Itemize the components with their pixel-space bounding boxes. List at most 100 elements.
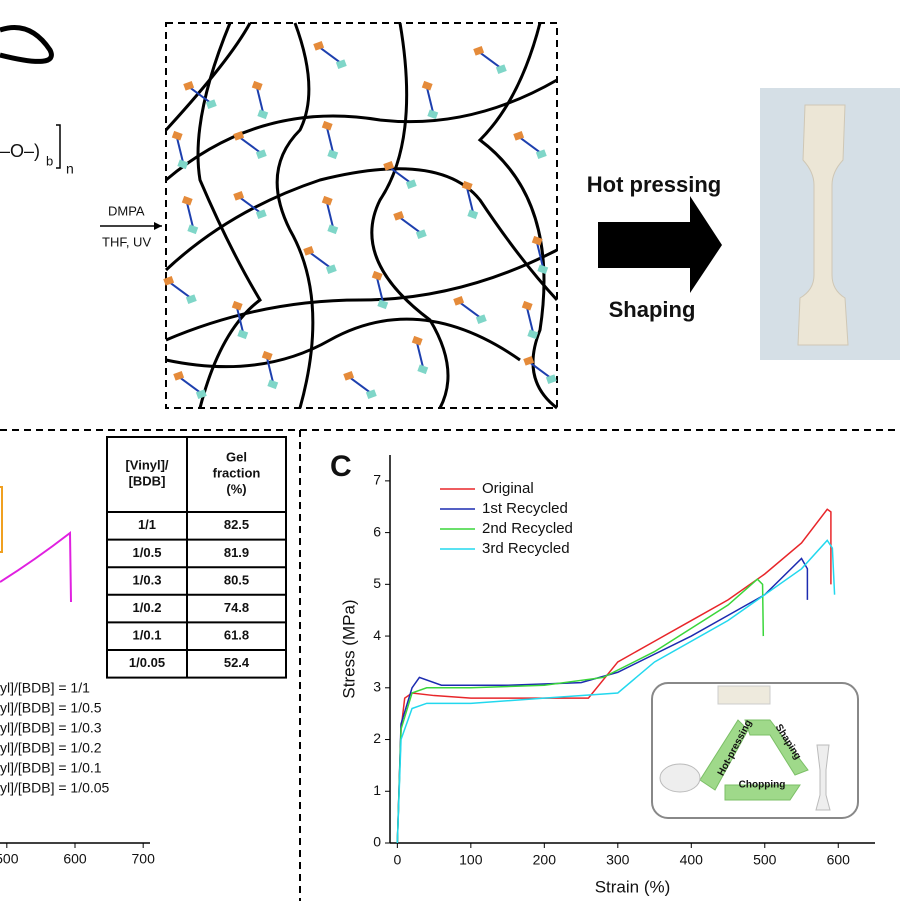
linker <box>525 305 535 335</box>
formula-subscript: b <box>46 153 53 168</box>
table-cell: 1/1 <box>138 517 156 532</box>
linker-end <box>251 80 263 91</box>
chain <box>196 22 262 409</box>
y-tick-label: 7 <box>373 472 381 488</box>
table: [Vinyl]/[BDB] Gel fraction (%) 1/1 82.5 1/0.5 8… <box>106 436 287 679</box>
table-cell: 1/0.5 <box>133 545 162 560</box>
linker-end <box>163 275 175 286</box>
linker <box>237 195 263 215</box>
legend-label: yl]/[BDB] = 1/0.05 <box>0 780 110 796</box>
chain <box>165 78 558 182</box>
linker <box>187 85 213 105</box>
legend-label: 3rd Recycled <box>482 540 570 557</box>
x-tick-label: 600 <box>827 852 851 868</box>
linker-end <box>173 370 185 381</box>
y-tick-label: 1 <box>373 782 381 798</box>
linker <box>317 45 343 65</box>
linker-end <box>261 350 273 361</box>
table-cell: 81.9 <box>224 545 249 560</box>
linker-end <box>321 195 333 206</box>
linker <box>185 200 195 230</box>
linker-end <box>521 300 533 311</box>
linker <box>325 125 335 155</box>
linker-end <box>383 160 395 171</box>
linker-end <box>313 40 325 51</box>
legend-label: 2nd Recycled <box>482 520 573 537</box>
y-tick-label: 4 <box>373 627 381 643</box>
table-cell: 1/0.1 <box>133 628 162 643</box>
data-line <box>396 539 836 844</box>
linker <box>425 85 435 115</box>
linker <box>255 85 265 115</box>
step-label: Shaping <box>609 297 696 322</box>
linker-end <box>183 80 195 91</box>
recycle-arrow <box>699 719 749 791</box>
linker-end <box>371 270 383 281</box>
chain <box>165 248 558 342</box>
legend-label: yl]/[BDB] = 1/0.3 <box>0 720 102 736</box>
linker-end <box>255 209 267 220</box>
linker-end <box>321 120 333 131</box>
linker <box>465 185 475 215</box>
chain <box>164 167 559 302</box>
x-tick-label: 500 <box>753 852 777 868</box>
x-tick-label: 600 <box>63 851 87 867</box>
chain <box>370 22 450 409</box>
linker-end <box>365 389 377 400</box>
recycle-arrow <box>724 784 801 801</box>
linker <box>457 300 483 320</box>
y-tick-label: 5 <box>373 575 381 591</box>
panel-label: C <box>330 450 352 483</box>
table-header: Gel fraction (%) <box>213 450 261 497</box>
linker-end <box>513 130 525 141</box>
linker-end <box>421 80 433 91</box>
table-cell: 1/0.3 <box>133 572 162 587</box>
linker-end <box>255 149 267 160</box>
linker <box>397 215 423 235</box>
network-frame <box>165 22 558 409</box>
linker <box>477 50 503 70</box>
linker-end <box>537 264 549 275</box>
linker-end <box>231 300 243 311</box>
legend-label: yl]/[BDB] = 1/0.1 <box>0 760 102 776</box>
linker <box>175 135 185 165</box>
conditions: THF, UV <box>102 234 151 249</box>
legend-label: 1st Recycled <box>482 500 568 517</box>
arrow-head <box>154 222 162 230</box>
dumbbell-specimen <box>797 104 849 346</box>
table-cell: 74.8 <box>224 600 249 615</box>
inset-label: Chopping <box>739 780 786 791</box>
linker-end <box>523 355 535 366</box>
linker-end <box>267 379 279 390</box>
polymer-chain <box>0 25 54 64</box>
linker-end <box>335 59 347 70</box>
table-cell: 1/0.2 <box>133 600 162 615</box>
x-tick-label: 500 <box>0 851 19 867</box>
recycle-arrows <box>699 719 809 801</box>
linker <box>517 135 543 155</box>
recycle-arrow <box>744 719 809 776</box>
linker-end <box>427 109 439 120</box>
legend-label: yl]/[BDB] = 1/1 <box>0 680 90 696</box>
linker-end <box>185 294 197 305</box>
formula-fragment: –O–) <box>0 141 40 161</box>
step-label: Hot pressing <box>587 172 721 197</box>
linker-end <box>393 210 405 221</box>
linker <box>535 240 545 270</box>
linker <box>177 375 203 395</box>
linker-end <box>327 149 339 160</box>
linker-end <box>195 389 207 400</box>
y-tick-label: 0 <box>373 834 381 850</box>
formula-subscript: n <box>66 161 74 177</box>
linker <box>347 375 373 395</box>
film-photo <box>717 685 771 705</box>
curve-fragment <box>0 530 72 603</box>
x-tick-label: 0 <box>393 852 401 868</box>
linker-end <box>343 370 355 381</box>
chain <box>164 22 252 132</box>
x-axis-label: Strain (%) <box>595 877 671 896</box>
data-line <box>396 578 765 844</box>
linker-end <box>171 130 183 141</box>
linker-end <box>405 179 417 190</box>
